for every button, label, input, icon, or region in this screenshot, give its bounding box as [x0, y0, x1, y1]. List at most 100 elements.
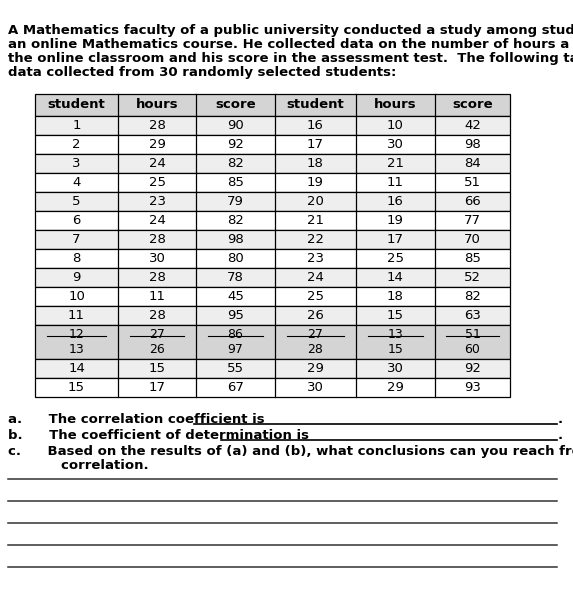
Text: the online classroom and his score in the assessment test.  The following table : the online classroom and his score in th…: [8, 52, 573, 65]
Text: 24: 24: [148, 214, 166, 227]
Text: 70: 70: [464, 233, 481, 246]
Text: 67: 67: [227, 381, 244, 394]
Text: 24: 24: [307, 271, 324, 284]
Bar: [35, 135, 510, 154]
Bar: [35, 249, 510, 268]
Bar: [35, 287, 510, 306]
Text: 11: 11: [148, 290, 166, 303]
Text: 28: 28: [308, 343, 323, 356]
Text: 85: 85: [464, 252, 481, 265]
Text: 95: 95: [227, 309, 244, 322]
Text: 17: 17: [148, 381, 166, 394]
Text: b.  The coefficient of determination is: b. The coefficient of determination is: [8, 429, 313, 442]
Text: 27: 27: [149, 328, 165, 341]
Text: 29: 29: [148, 138, 166, 151]
Text: 51: 51: [465, 328, 480, 341]
Text: 30: 30: [387, 138, 404, 151]
Text: 27: 27: [308, 328, 323, 341]
Text: 25: 25: [387, 252, 404, 265]
Text: 90: 90: [227, 119, 244, 132]
Text: 19: 19: [387, 214, 404, 227]
Text: 29: 29: [387, 381, 404, 394]
Text: .: .: [558, 429, 563, 442]
Text: hours: hours: [374, 98, 417, 112]
Text: 3: 3: [72, 157, 81, 170]
Bar: [35, 359, 510, 378]
Text: 52: 52: [464, 271, 481, 284]
Text: 80: 80: [227, 252, 244, 265]
Bar: [35, 230, 510, 249]
Text: 28: 28: [148, 233, 166, 246]
Text: a.  The correlation coefficient is: a. The correlation coefficient is: [8, 413, 269, 426]
Text: 1: 1: [72, 119, 81, 132]
Text: 30: 30: [148, 252, 166, 265]
Text: 82: 82: [227, 214, 244, 227]
Text: 14: 14: [387, 271, 404, 284]
Text: 26: 26: [149, 343, 165, 356]
Bar: [35, 94, 510, 116]
Bar: [35, 378, 510, 397]
Text: 23: 23: [148, 195, 166, 208]
Text: 18: 18: [387, 290, 404, 303]
Text: 98: 98: [227, 233, 244, 246]
Text: 21: 21: [307, 214, 324, 227]
Text: score: score: [452, 98, 493, 112]
Text: 26: 26: [307, 309, 324, 322]
Bar: [35, 173, 510, 192]
Bar: [35, 268, 510, 287]
Bar: [35, 306, 510, 325]
Text: 86: 86: [227, 328, 244, 341]
Text: 93: 93: [464, 381, 481, 394]
Text: 79: 79: [227, 195, 244, 208]
Text: 17: 17: [387, 233, 404, 246]
Text: 51: 51: [464, 176, 481, 189]
Text: 55: 55: [227, 362, 244, 375]
Text: 16: 16: [307, 119, 324, 132]
Text: 23: 23: [307, 252, 324, 265]
Text: 20: 20: [307, 195, 324, 208]
Text: 82: 82: [227, 157, 244, 170]
Text: 66: 66: [464, 195, 481, 208]
Text: 7: 7: [72, 233, 81, 246]
Text: 77: 77: [464, 214, 481, 227]
Text: 11: 11: [68, 309, 85, 322]
Text: 92: 92: [227, 138, 244, 151]
Text: 92: 92: [464, 362, 481, 375]
Text: 98: 98: [464, 138, 481, 151]
Text: 15: 15: [68, 381, 85, 394]
Text: 5: 5: [72, 195, 81, 208]
Text: data collected from 30 randomly selected students:: data collected from 30 randomly selected…: [8, 66, 397, 79]
Text: student: student: [286, 98, 344, 112]
Text: 42: 42: [464, 119, 481, 132]
Text: .: .: [558, 413, 563, 426]
Text: 6: 6: [72, 214, 81, 227]
Text: an online Mathematics course. He collected data on the number of hours a student: an online Mathematics course. He collect…: [8, 38, 573, 51]
Text: student: student: [48, 98, 105, 112]
Text: 97: 97: [227, 343, 244, 356]
Text: 15: 15: [148, 362, 166, 375]
Text: 18: 18: [307, 157, 324, 170]
Text: 11: 11: [387, 176, 404, 189]
Text: 10: 10: [68, 290, 85, 303]
Text: 28: 28: [148, 119, 166, 132]
Text: 10: 10: [387, 119, 404, 132]
Bar: [35, 116, 510, 135]
Text: 63: 63: [464, 309, 481, 322]
Text: 15: 15: [387, 309, 404, 322]
Text: 82: 82: [464, 290, 481, 303]
Text: 17: 17: [307, 138, 324, 151]
Text: 28: 28: [148, 271, 166, 284]
Text: 16: 16: [387, 195, 404, 208]
Text: 14: 14: [68, 362, 85, 375]
Text: 25: 25: [148, 176, 166, 189]
Text: 15: 15: [387, 343, 403, 356]
Text: 60: 60: [465, 343, 480, 356]
Text: 19: 19: [307, 176, 324, 189]
Text: score: score: [215, 98, 256, 112]
Text: 30: 30: [387, 362, 404, 375]
Text: 25: 25: [307, 290, 324, 303]
Text: 2: 2: [72, 138, 81, 151]
Bar: [35, 211, 510, 230]
Text: 22: 22: [307, 233, 324, 246]
Text: 30: 30: [307, 381, 324, 394]
